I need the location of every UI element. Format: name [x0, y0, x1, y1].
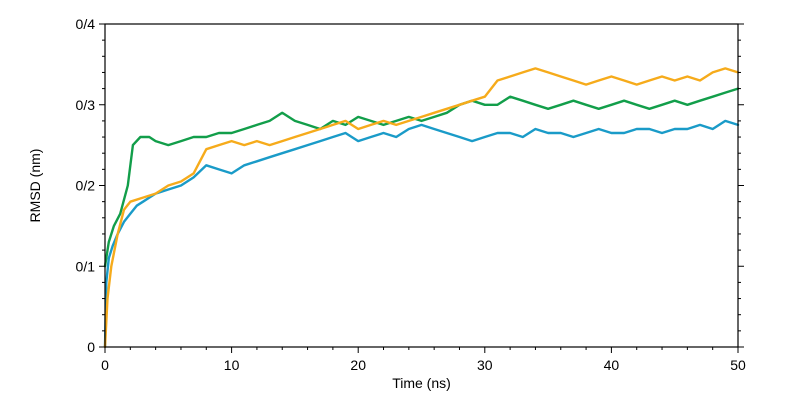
series-line-1 [103, 119, 740, 349]
series-layer [103, 67, 740, 349]
y-tick-label: 0/1 [76, 258, 96, 274]
x-tick-label: 10 [224, 357, 240, 373]
y-tick-label: 0/2 [76, 178, 96, 194]
series-line-3 [103, 67, 740, 349]
x-axis-title: Time (ns) [392, 375, 451, 391]
x-tick-label: 30 [477, 357, 493, 373]
axis-layer: 0 0/1 0/2 0/3 0/4 0 10 20 30 40 50 [76, 16, 746, 373]
plot-frame [104, 23, 739, 348]
x-tick-label: 50 [730, 357, 746, 373]
y-axis-title: RMSD (nm) [27, 149, 43, 223]
x-tick-label: 20 [350, 357, 366, 373]
y-tick-label: 0/4 [76, 16, 96, 32]
y-tick-label: 0 [87, 339, 95, 355]
y-tick-label: 0/3 [76, 97, 96, 113]
series-line-2 [103, 87, 740, 268]
x-tick-label: 40 [604, 357, 620, 373]
x-tick-label: 0 [101, 357, 109, 373]
